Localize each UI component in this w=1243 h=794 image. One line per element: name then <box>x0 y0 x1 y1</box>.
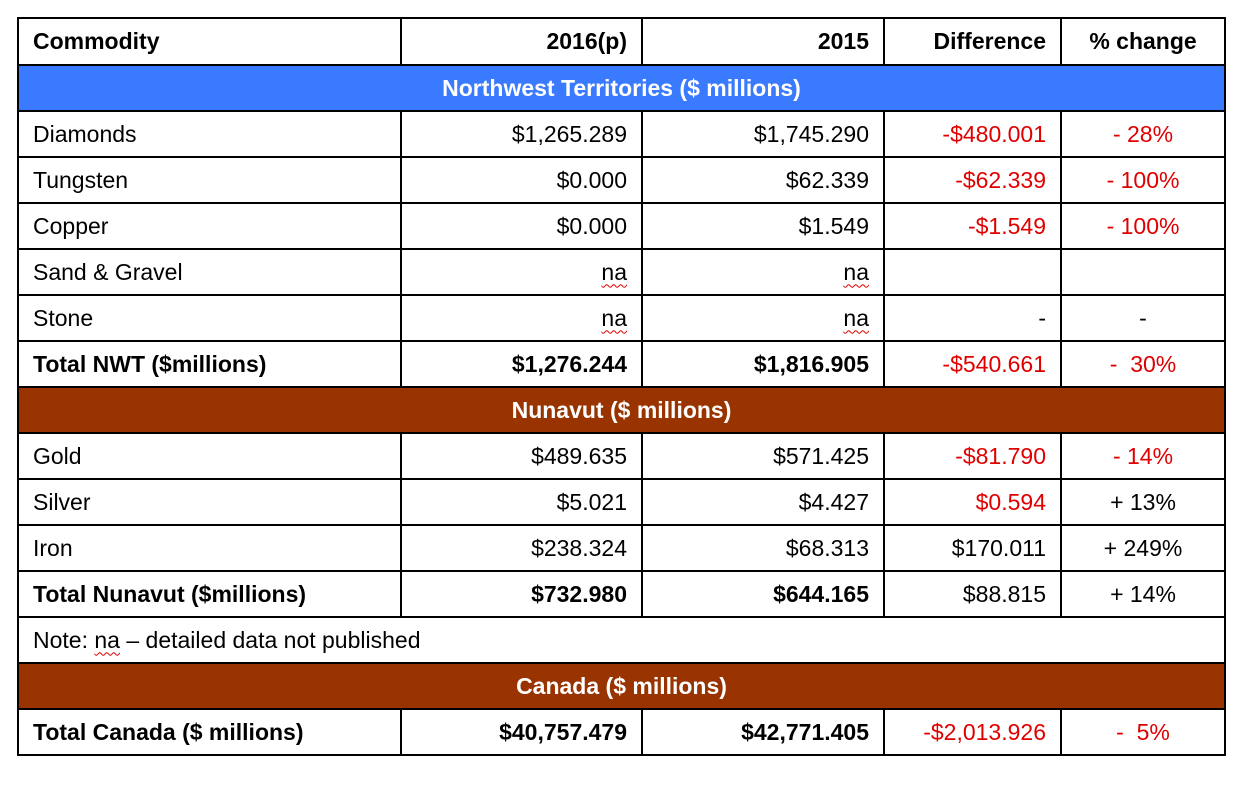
note-text: Note: na – detailed data not published <box>17 616 1226 664</box>
value-2016: $0.000 <box>400 156 643 204</box>
commodity-name: Gold <box>17 432 402 480</box>
value-percent-change: + 249% <box>1060 524 1226 572</box>
table-row: Iron $238.324 $68.313 $170.011 + 249% <box>17 524 1226 572</box>
value-2016: $0.000 <box>400 202 643 250</box>
total-difference: -$2,013.926 <box>883 708 1062 756</box>
value-2015: $4.427 <box>641 478 885 526</box>
header-2015: 2015 <box>641 17 885 66</box>
value-difference: -$1.549 <box>883 202 1062 250</box>
value-difference: -$62.339 <box>883 156 1062 204</box>
total-2015: $644.165 <box>641 570 885 618</box>
value-2016: $489.635 <box>400 432 643 480</box>
table-row: Silver $5.021 $4.427 $0.594 + 13% <box>17 478 1226 526</box>
total-row-nwt: Total NWT ($millions) $1,276.244 $1,816.… <box>17 340 1226 388</box>
value-difference <box>883 248 1062 296</box>
total-label: Total Canada ($ millions) <box>17 708 402 756</box>
value-2015: $68.313 <box>641 524 885 572</box>
total-row-canada: Total Canada ($ millions) $40,757.479 $4… <box>17 708 1226 756</box>
commodity-name: Stone <box>17 294 402 342</box>
header-commodity: Commodity <box>17 17 402 66</box>
table-row: Tungsten $0.000 $62.339 -$62.339 - 100% <box>17 156 1226 204</box>
total-difference: $88.815 <box>883 570 1062 618</box>
value-2015: na <box>641 294 885 342</box>
value-2015: $1,745.290 <box>641 110 885 158</box>
header-row: Commodity 2016(p) 2015 Difference % chan… <box>17 17 1226 66</box>
value-difference: $0.594 <box>883 478 1062 526</box>
value-2015: $571.425 <box>641 432 885 480</box>
value-percent-change: + 13% <box>1060 478 1226 526</box>
na-marker: na <box>601 258 627 285</box>
commodity-table: Commodity 2016(p) 2015 Difference % chan… <box>17 17 1226 756</box>
header-percent-change: % change <box>1060 17 1226 66</box>
total-row-nunavut: Total Nunavut ($millions) $732.980 $644.… <box>17 570 1226 618</box>
value-percent-change: - 100% <box>1060 156 1226 204</box>
commodity-name: Silver <box>17 478 402 526</box>
value-percent-change: - <box>1060 294 1226 342</box>
section-title-nunavut: Nunavut ($ millions) <box>17 386 1226 434</box>
na-marker: na <box>843 258 869 285</box>
total-2015: $42,771.405 <box>641 708 885 756</box>
section-title-nwt: Northwest Territories ($ millions) <box>17 64 1226 112</box>
commodity-name: Copper <box>17 202 402 250</box>
na-marker: na <box>843 304 869 331</box>
table-row: Diamonds $1,265.289 $1,745.290 -$480.001… <box>17 110 1226 158</box>
total-percent-change: - 30% <box>1060 340 1226 388</box>
value-2015: $62.339 <box>641 156 885 204</box>
value-percent-change <box>1060 248 1226 296</box>
value-difference: $170.011 <box>883 524 1062 572</box>
value-2016: na <box>400 294 643 342</box>
section-title-canada: Canada ($ millions) <box>17 662 1226 710</box>
value-2015: $1.549 <box>641 202 885 250</box>
commodity-name: Tungsten <box>17 156 402 204</box>
na-marker: na <box>601 304 627 331</box>
value-2016: na <box>400 248 643 296</box>
total-label: Total Nunavut ($millions) <box>17 570 402 618</box>
commodity-name: Sand & Gravel <box>17 248 402 296</box>
value-percent-change: - 28% <box>1060 110 1226 158</box>
note-prefix: Note: <box>33 626 95 653</box>
header-2016: 2016(p) <box>400 17 643 66</box>
note-abbreviation: na <box>94 626 120 653</box>
value-percent-change: - 100% <box>1060 202 1226 250</box>
table-row: Gold $489.635 $571.425 -$81.790 - 14% <box>17 432 1226 480</box>
total-2016: $1,276.244 <box>400 340 643 388</box>
table-row: Copper $0.000 $1.549 -$1.549 - 100% <box>17 202 1226 250</box>
value-difference: -$480.001 <box>883 110 1062 158</box>
value-2015: na <box>641 248 885 296</box>
total-percent-change: - 5% <box>1060 708 1226 756</box>
section-canada: Canada ($ millions) <box>17 662 1226 710</box>
value-2016: $1,265.289 <box>400 110 643 158</box>
value-difference: - <box>883 294 1062 342</box>
table-row: Stone na na - - <box>17 294 1226 342</box>
commodity-name: Iron <box>17 524 402 572</box>
value-2016: $238.324 <box>400 524 643 572</box>
total-label: Total NWT ($millions) <box>17 340 402 388</box>
section-nunavut: Nunavut ($ millions) <box>17 386 1226 434</box>
table-row: Sand & Gravel na na <box>17 248 1226 296</box>
commodity-name: Diamonds <box>17 110 402 158</box>
section-nwt: Northwest Territories ($ millions) <box>17 64 1226 112</box>
value-2016: $5.021 <box>400 478 643 526</box>
total-2016: $40,757.479 <box>400 708 643 756</box>
total-percent-change: + 14% <box>1060 570 1226 618</box>
value-difference: -$81.790 <box>883 432 1062 480</box>
total-2016: $732.980 <box>400 570 643 618</box>
total-difference: -$540.661 <box>883 340 1062 388</box>
note-description: – detailed data not published <box>119 626 421 653</box>
note-row: Note: na – detailed data not published <box>17 616 1226 664</box>
total-2015: $1,816.905 <box>641 340 885 388</box>
header-difference: Difference <box>883 17 1062 66</box>
value-percent-change: - 14% <box>1060 432 1226 480</box>
